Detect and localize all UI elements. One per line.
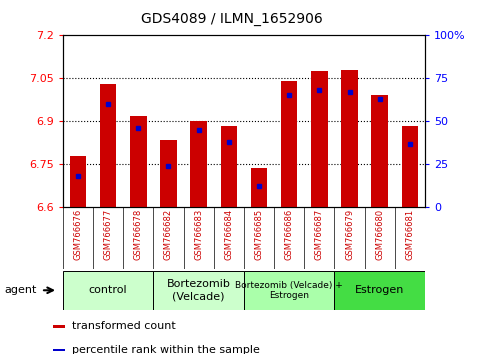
Text: control: control [89, 285, 128, 295]
Bar [53, 325, 65, 327]
Text: Bortezomib (Velcade) +
Estrogen: Bortezomib (Velcade) + Estrogen [235, 281, 343, 300]
Bar [281, 81, 298, 207]
Bar [311, 71, 327, 207]
FancyBboxPatch shape [244, 271, 334, 310]
Bar [371, 96, 388, 207]
Text: Bortezomib
(Velcade): Bortezomib (Velcade) [167, 279, 230, 301]
Bar [251, 169, 267, 207]
Bar [100, 84, 116, 207]
FancyBboxPatch shape [63, 271, 154, 310]
Text: Estrogen: Estrogen [355, 285, 404, 295]
FancyBboxPatch shape [154, 271, 244, 310]
Bar [53, 349, 65, 352]
Bar [130, 115, 146, 207]
Bar [160, 140, 177, 207]
FancyBboxPatch shape [334, 271, 425, 310]
Text: transformed count: transformed count [71, 321, 175, 331]
Text: agent: agent [5, 285, 37, 295]
Bar [221, 126, 237, 207]
Bar [402, 126, 418, 207]
Text: percentile rank within the sample: percentile rank within the sample [71, 345, 259, 354]
Text: GDS4089 / ILMN_1652906: GDS4089 / ILMN_1652906 [141, 12, 323, 27]
Bar [70, 155, 86, 207]
Bar [341, 70, 358, 207]
Bar [190, 121, 207, 207]
